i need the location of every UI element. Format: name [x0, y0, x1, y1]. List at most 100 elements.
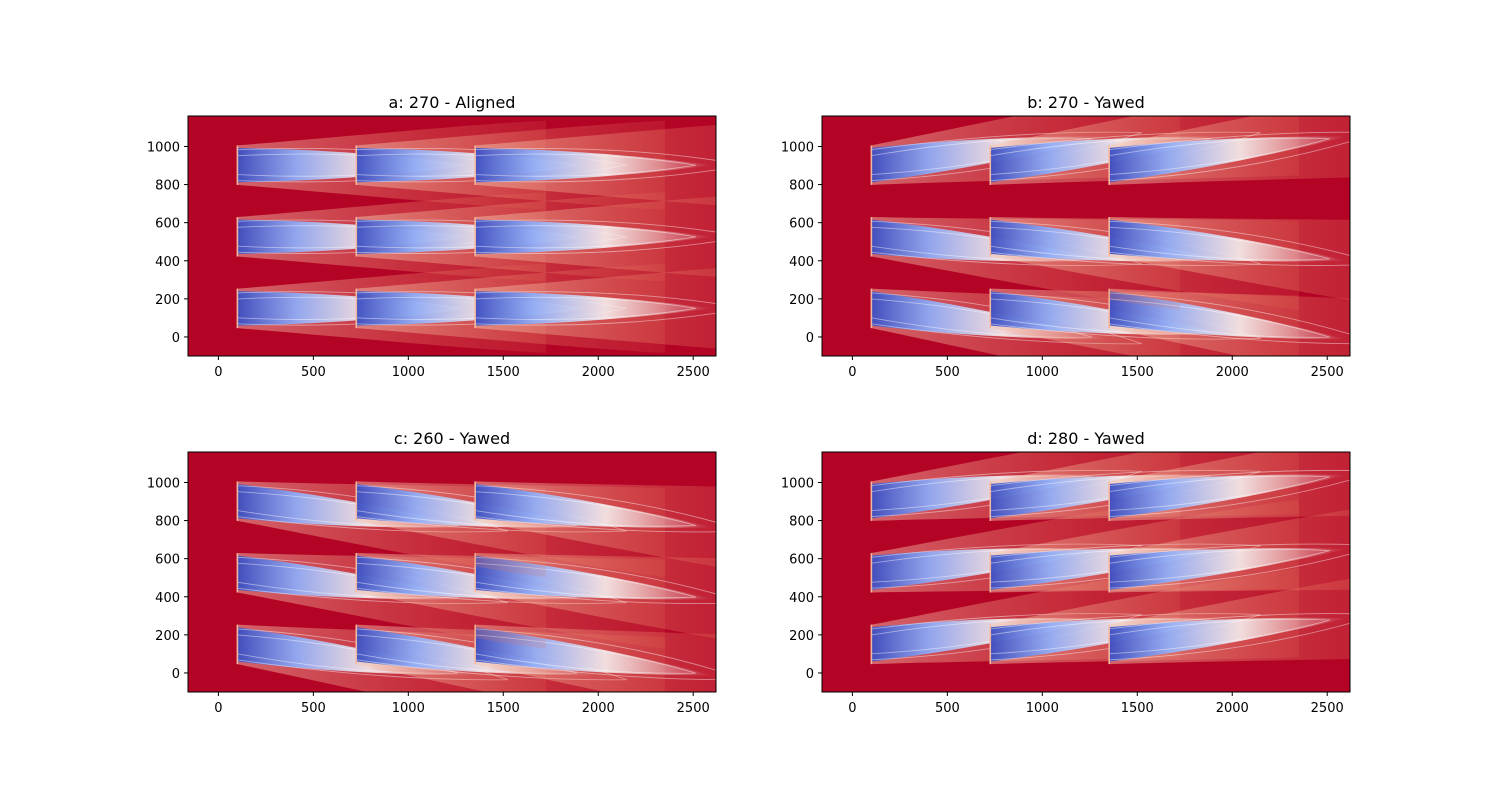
y-tick-label: 800 — [789, 515, 814, 530]
wake-core — [475, 219, 713, 254]
x-tick-label: 500 — [935, 701, 960, 716]
contour-line — [475, 219, 716, 254]
y-tick-label: 1000 — [781, 476, 814, 491]
contour-line — [475, 291, 716, 326]
x-tick-label: 2500 — [1311, 365, 1344, 380]
x-tick-label: 1500 — [1121, 701, 1154, 716]
y-tick-label: 1000 — [147, 140, 180, 155]
x-tick-label: 500 — [301, 365, 326, 380]
contour-line — [1109, 475, 1331, 512]
x-tick-label: 500 — [301, 701, 326, 716]
y-tick-label: 600 — [789, 553, 814, 568]
turbine-wake — [474, 125, 716, 206]
y-tick-label: 1000 — [781, 140, 814, 155]
x-tick-label: 1500 — [1121, 365, 1154, 380]
turbine-wake — [474, 481, 716, 567]
contour-line — [475, 556, 716, 604]
subplot-c: c: 260 - Yawed 0 500 1000 1500 2000 2500 0 200 40… — [147, 429, 717, 716]
contour-line — [1109, 131, 1350, 182]
y-tick-label: 200 — [789, 629, 814, 644]
contour-line — [475, 628, 716, 681]
contour-line — [475, 225, 697, 249]
y-tick-label: 400 — [155, 591, 180, 606]
x-tick-label: 2000 — [1216, 701, 1249, 716]
x-tick-label: 1000 — [392, 365, 425, 380]
contour-line — [475, 562, 697, 599]
contour-line — [1109, 220, 1350, 266]
subplot-b: b: 270 - Yawed 0 500 1000 1500 2000 2500 0 200 40… — [781, 93, 1351, 380]
contour-line — [475, 147, 716, 183]
turbine-wake — [1108, 116, 1350, 185]
wake-core — [475, 148, 713, 183]
y-tick-label: 400 — [789, 591, 814, 606]
y-tick-label: 0 — [172, 331, 180, 346]
x-tick-label: 2500 — [1311, 701, 1344, 716]
contour-line — [475, 485, 716, 533]
turbine-wake — [1108, 509, 1350, 593]
y-tick-label: 400 — [789, 255, 814, 270]
contour-line — [1109, 613, 1350, 661]
y-tick-label: 200 — [789, 293, 814, 308]
subplot-title: b: 270 - Yawed — [1027, 93, 1145, 112]
y-tick-label: 600 — [789, 217, 814, 232]
subplot-title: a: 270 - Aligned — [389, 93, 516, 112]
wake-field — [870, 452, 1350, 665]
axes-frame — [821, 115, 1351, 357]
subplot-title: d: 280 - Yawed — [1027, 429, 1145, 448]
wake-field — [870, 116, 1350, 356]
x-tick-label: 2500 — [677, 365, 710, 380]
x-tick-label: 1000 — [392, 701, 425, 716]
y-tick-label: 800 — [789, 179, 814, 194]
y-tick-label: 600 — [155, 553, 180, 568]
contour-line — [1109, 226, 1331, 261]
x-tick-label: 0 — [848, 365, 856, 380]
wake-core — [475, 484, 713, 528]
x-tick-label: 2500 — [677, 701, 710, 716]
contour-line — [475, 296, 697, 320]
x-tick-label: 0 — [214, 365, 222, 380]
axes-frame — [821, 451, 1351, 693]
turbine-wake — [474, 268, 716, 349]
x-tick-label: 1500 — [487, 365, 520, 380]
x-tick-label: 500 — [935, 365, 960, 380]
y-tick-label: 0 — [172, 667, 180, 682]
contour-line — [475, 153, 697, 177]
wake-field — [236, 481, 716, 692]
y-tick-label: 600 — [155, 217, 180, 232]
contour-line — [1109, 618, 1331, 655]
wake-core — [1109, 219, 1347, 262]
contour-line — [475, 634, 697, 674]
y-tick-label: 0 — [806, 667, 814, 682]
contour-line — [1109, 298, 1331, 338]
y-tick-label: 200 — [155, 629, 180, 644]
wake-core — [475, 291, 713, 326]
axes-frame — [187, 115, 717, 357]
x-tick-label: 1500 — [487, 701, 520, 716]
turbine-wake — [1108, 452, 1350, 521]
contour-line — [475, 491, 697, 527]
x-tick-label: 2000 — [1216, 365, 1249, 380]
subplot-title: c: 260 - Yawed — [394, 429, 510, 448]
turbine-wake — [1108, 578, 1350, 665]
wake-core — [1109, 617, 1347, 662]
x-tick-label: 2000 — [582, 365, 615, 380]
wake-core — [1109, 136, 1347, 183]
contour-line — [1109, 543, 1350, 589]
x-tick-label: 0 — [848, 701, 856, 716]
x-tick-label: 2000 — [582, 701, 615, 716]
y-tick-label: 400 — [155, 255, 180, 270]
turbine-wake — [1108, 217, 1350, 301]
subplot-a: a: 270 - Aligned 0 500 1000 1500 2000 2500 0 200… — [147, 93, 717, 380]
y-tick-label: 0 — [806, 331, 814, 346]
turbine-wake — [474, 196, 716, 277]
axes-frame — [187, 451, 717, 693]
x-tick-label: 1000 — [1026, 365, 1059, 380]
y-tick-label: 200 — [155, 293, 180, 308]
contour-line — [1109, 137, 1331, 176]
y-tick-label: 1000 — [147, 476, 180, 491]
y-tick-label: 800 — [155, 179, 180, 194]
contour-line — [1109, 292, 1350, 345]
wake-core — [1109, 548, 1347, 590]
